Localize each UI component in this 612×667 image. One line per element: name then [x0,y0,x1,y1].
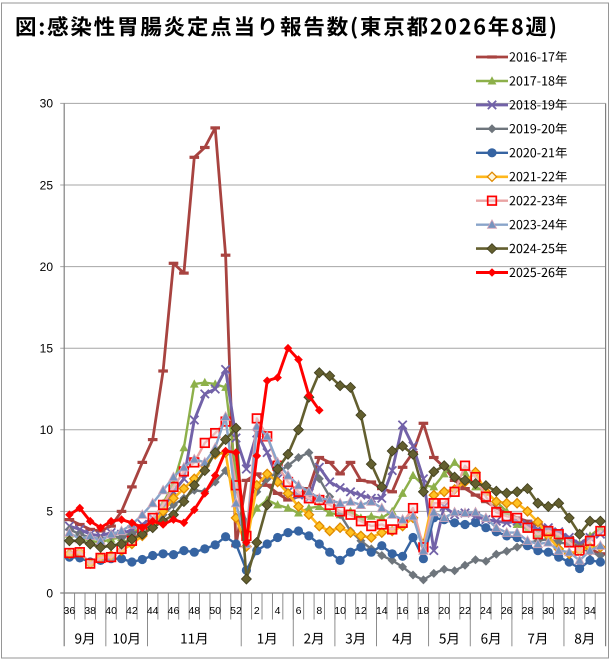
svg-text:5: 5 [46,505,53,519]
svg-text:22: 22 [459,605,471,617]
svg-text:48: 48 [188,605,200,617]
svg-text:24: 24 [480,605,492,617]
svg-text:4: 4 [275,605,281,617]
svg-text:38: 38 [84,605,96,617]
svg-text:18: 18 [418,605,430,617]
svg-text:10: 10 [40,423,54,437]
svg-text:34: 34 [584,605,596,617]
svg-text:8: 8 [316,605,322,617]
svg-text:52: 52 [230,605,242,617]
svg-text:6: 6 [296,605,302,617]
svg-text:12: 12 [355,605,367,617]
svg-text:50: 50 [209,605,221,617]
svg-text:14: 14 [376,605,388,617]
svg-text:2: 2 [254,605,260,617]
svg-text:15: 15 [40,342,54,356]
svg-text:30: 30 [40,97,54,111]
svg-text:36: 36 [64,605,76,617]
svg-text:20: 20 [438,605,450,617]
svg-text:30: 30 [542,605,554,617]
svg-text:26: 26 [501,605,513,617]
svg-text:25: 25 [40,178,54,192]
svg-text:28: 28 [522,605,534,617]
svg-text:46: 46 [168,605,180,617]
svg-text:10: 10 [334,605,346,617]
svg-text:20: 20 [40,260,54,274]
svg-text:40: 40 [105,605,117,617]
svg-text:44: 44 [147,605,159,617]
svg-text:42: 42 [126,605,138,617]
svg-text:32: 32 [563,605,575,617]
svg-text:16: 16 [397,605,409,617]
svg-text:0: 0 [46,586,53,600]
